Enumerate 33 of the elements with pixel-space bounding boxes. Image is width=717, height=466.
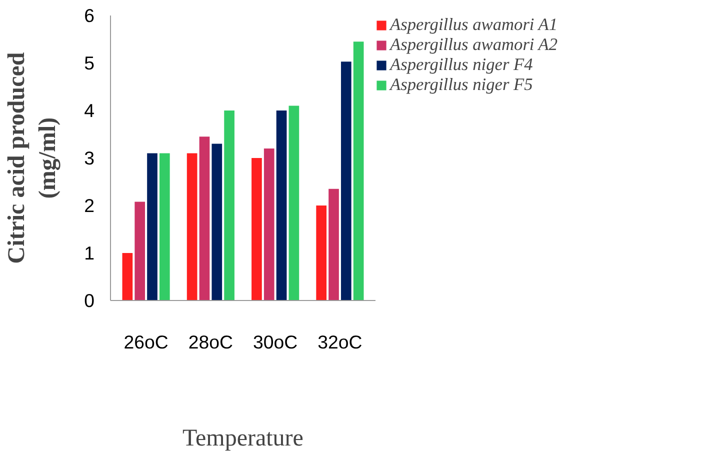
bar <box>159 153 170 300</box>
y-tick-label: 6 <box>84 5 95 26</box>
bar <box>252 158 262 300</box>
y-tick-label: 3 <box>84 148 95 168</box>
bar <box>353 42 364 300</box>
x-tick-label: 30oC <box>253 332 298 352</box>
bar <box>199 136 210 300</box>
x-tick-label: 26oC <box>124 332 168 352</box>
x-tick-label: 28oC <box>188 332 233 352</box>
x-axis-title: Temperature <box>182 426 304 452</box>
legend-label: Aspergillus niger F5 <box>390 75 533 95</box>
bar <box>224 110 234 300</box>
bar <box>316 206 327 300</box>
legend-label: Aspergillus awamori A1 <box>390 15 558 35</box>
y-axis-title: Citric acid produced (mg/ml) <box>4 52 62 264</box>
y-tick-label: 4 <box>84 100 95 121</box>
bar <box>134 202 146 300</box>
bar <box>276 110 287 300</box>
bar <box>328 188 339 300</box>
bar <box>122 253 133 300</box>
bar <box>147 153 158 300</box>
bar <box>186 153 198 300</box>
x-tick-label: 32oC <box>318 332 362 352</box>
y-tick-label: 2 <box>84 195 95 216</box>
y-tick-label: 5 <box>84 52 95 74</box>
legend-label: Aspergillus niger F4 <box>390 55 533 75</box>
bar <box>212 144 222 300</box>
bar <box>340 62 352 300</box>
legend-label: Aspergillus awamori A2 <box>390 35 558 55</box>
y-tick-label: 1 <box>84 242 95 264</box>
y-tick-label: 0 <box>84 290 95 311</box>
bar <box>264 148 274 300</box>
bar <box>288 106 300 300</box>
